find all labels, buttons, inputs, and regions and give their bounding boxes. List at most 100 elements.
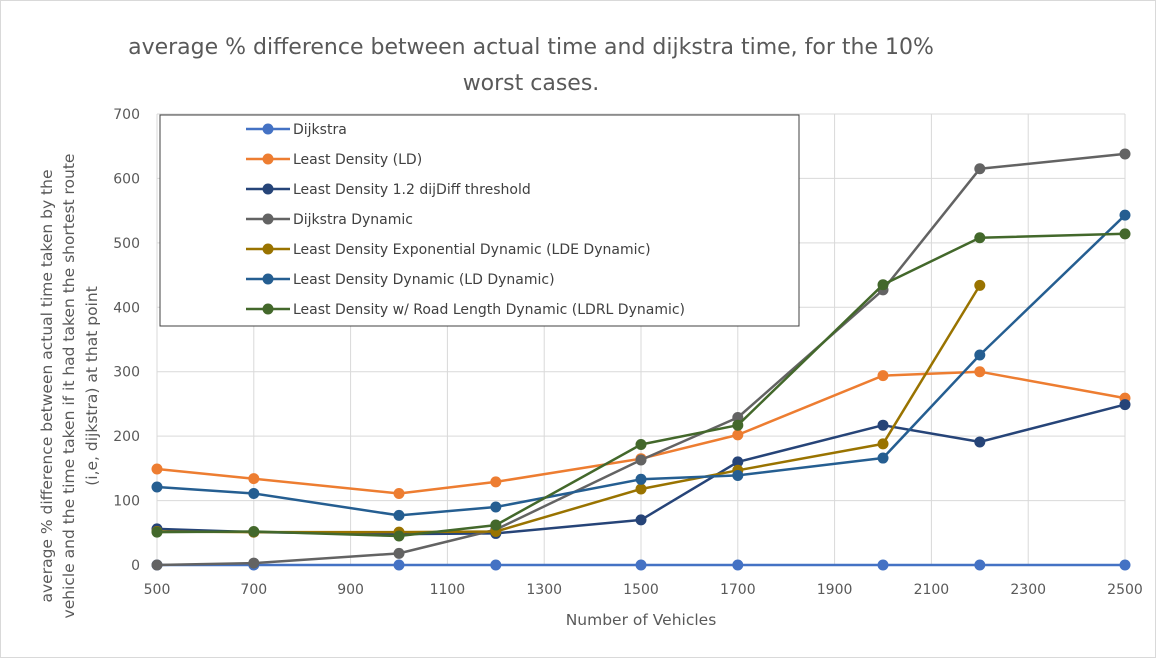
data-point (877, 438, 889, 450)
series-7 (151, 228, 1131, 542)
legend-item: Least Density w/ Road Length Dynamic (LD… (246, 302, 685, 318)
data-point (490, 519, 502, 531)
data-point (635, 483, 647, 495)
legend-marker (262, 183, 274, 195)
data-point (490, 501, 502, 513)
data-point (732, 411, 744, 423)
y-tick-label: 500 (113, 236, 140, 252)
data-point (635, 454, 647, 466)
data-point (974, 279, 986, 291)
x-tick-label: 900 (337, 582, 364, 598)
legend-box (159, 114, 800, 327)
data-point (974, 366, 986, 378)
y-tick-label: 700 (113, 107, 140, 123)
data-point (877, 370, 889, 382)
data-point (393, 559, 405, 571)
data-point (393, 547, 405, 559)
data-point (635, 473, 647, 485)
y-tick-label: 200 (113, 429, 140, 445)
data-point (635, 439, 647, 451)
data-point (974, 232, 986, 244)
y-tick-label: 300 (113, 365, 140, 381)
data-point (635, 514, 647, 526)
data-point (248, 487, 260, 499)
data-point (248, 557, 260, 569)
x-tick-label: 1500 (623, 582, 659, 598)
legend-marker (262, 273, 274, 285)
data-point (151, 481, 163, 493)
data-point (974, 559, 986, 571)
data-point (393, 530, 405, 542)
data-point (1119, 399, 1131, 411)
data-point (490, 476, 502, 488)
data-point (490, 559, 502, 571)
legend-item: Least Density (LD) (246, 152, 422, 168)
y-axis-title: average % difference between actual time… (38, 154, 101, 619)
legend: Dijkstra Least Density (LD) Least Density … (159, 114, 800, 327)
data-point (974, 436, 986, 448)
legend-marker (262, 303, 274, 315)
chart-title-line: worst cases. (463, 71, 600, 96)
data-point (877, 452, 889, 464)
series-group (151, 148, 1131, 571)
data-point (151, 463, 163, 475)
x-tick-label: 2300 (1010, 582, 1046, 598)
data-point (877, 279, 889, 291)
y-tick-label: 100 (113, 494, 140, 510)
data-point (732, 419, 744, 431)
legend-item: Least Density Dynamic (LD Dynamic) (246, 272, 555, 288)
x-tick-label: 1300 (526, 582, 562, 598)
data-point (732, 429, 744, 441)
legend-item: Least Density 1.2 dijDiff threshold (246, 182, 531, 198)
data-point (248, 525, 260, 537)
data-point (877, 559, 889, 571)
data-point (393, 487, 405, 499)
data-point (974, 163, 986, 175)
legend-item: Least Density Exponential Dynamic (LDE D… (246, 242, 651, 258)
x-tick-label: 500 (144, 582, 171, 598)
x-tick-label: 2100 (914, 582, 950, 598)
chart-title-line: average % difference between actual time… (128, 35, 934, 60)
data-point (1119, 209, 1131, 221)
series-6 (151, 209, 1131, 521)
data-point (1119, 148, 1131, 160)
legend-marker (262, 243, 274, 255)
chart-title: average % difference between actual time… (128, 35, 934, 96)
y-tick-label: 400 (113, 300, 140, 316)
data-point (877, 419, 889, 431)
legend-label: Dijkstra (293, 122, 347, 138)
data-point (151, 526, 163, 538)
legend-label: Least Density (LD) (293, 152, 422, 168)
legend-item: Dijkstra (246, 122, 347, 138)
y-axis-title-line: (i,e, dijkstra) at that point (83, 286, 101, 486)
legend-label: Least Density 1.2 dijDiff threshold (293, 182, 531, 198)
x-tick-label: 1100 (430, 582, 466, 598)
legend-item: Dijkstra Dynamic (246, 212, 413, 228)
y-tick-label: 0 (131, 558, 140, 574)
legend-label: Dijkstra Dynamic (293, 212, 413, 228)
x-tick-label: 700 (240, 582, 267, 598)
data-point (1119, 228, 1131, 240)
data-point (1119, 559, 1131, 571)
data-point (732, 559, 744, 571)
data-point (974, 349, 986, 361)
legend-marker (262, 123, 274, 135)
data-point (732, 456, 744, 468)
y-axis-title-line: average % difference between actual time… (38, 170, 56, 603)
y-axis-title-line: vehicle and the time taken if it had tak… (60, 154, 78, 619)
y-axis-ticks: 0 100 200 300 400 500 600 700 (113, 107, 140, 574)
x-tick-label: 1700 (720, 582, 756, 598)
legend-marker (262, 153, 274, 165)
data-point (248, 473, 260, 485)
data-point (393, 509, 405, 521)
x-axis-title: Number of Vehicles (566, 611, 717, 629)
data-point (151, 559, 163, 571)
y-tick-label: 600 (113, 171, 140, 187)
data-point (635, 559, 647, 571)
data-point (732, 469, 744, 481)
x-tick-label: 2500 (1107, 582, 1143, 598)
legend-marker (262, 213, 274, 225)
legend-label: Least Density w/ Road Length Dynamic (LD… (293, 302, 685, 318)
